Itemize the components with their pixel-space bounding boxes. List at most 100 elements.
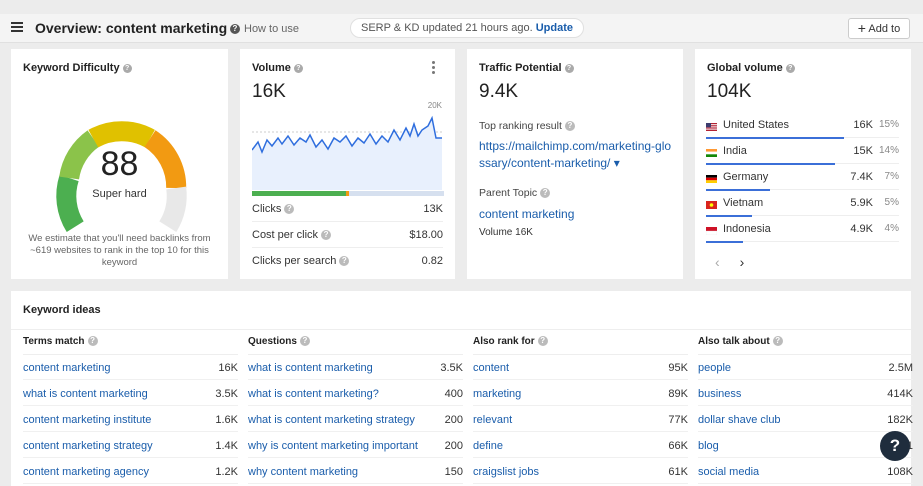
question-icon[interactable]: ?: [772, 336, 783, 347]
question-icon[interactable]: ?: [339, 256, 350, 267]
keyword-link[interactable]: what is content marketing: [23, 388, 148, 400]
keyword-link[interactable]: people: [698, 362, 732, 374]
top-result-url[interactable]: https://mailchimp.com/marketing-glossary…: [479, 139, 672, 170]
previous-page-button[interactable]: ‹: [715, 254, 720, 270]
country-volume: 4.9K: [850, 223, 873, 235]
list-item[interactable]: marketing 89K: [473, 380, 688, 406]
country-row-vietnam[interactable]: Vietnam 5.9K 5%: [706, 195, 899, 220]
keyword-volume: 1.4K: [215, 440, 238, 452]
list-item[interactable]: why is content marketing important 200: [248, 432, 463, 458]
list-item[interactable]: what is content marketing strategy 200: [248, 406, 463, 432]
keyword-volume: 1.2K: [215, 466, 238, 478]
keyword-link[interactable]: content marketing strategy: [23, 440, 153, 452]
parent-topic-link[interactable]: content marketing: [479, 207, 575, 221]
keyword-link[interactable]: what is content marketing: [248, 362, 373, 374]
help-chat-button[interactable]: ?: [880, 431, 910, 461]
parent-topic-volume: Volume 16K: [479, 227, 533, 238]
cpc-label: Cost per click: [252, 229, 319, 241]
keyword-link[interactable]: why is content marketing important: [248, 440, 418, 452]
country-row-germany[interactable]: Germany 7.4K 7%: [706, 169, 899, 194]
country-pager: ‹ ›: [715, 254, 760, 270]
keyword-link[interactable]: dollar shave club: [698, 414, 781, 426]
keyword-link[interactable]: blog: [698, 440, 719, 452]
question-icon[interactable]: ?: [293, 63, 303, 73]
list-item[interactable]: what is content marketing? 400: [248, 380, 463, 406]
question-icon[interactable]: ?: [564, 63, 574, 73]
keyword-volume: 16K: [218, 362, 238, 374]
keyword-volume: 95K: [668, 362, 688, 374]
keyword-link[interactable]: marketing: [473, 388, 522, 400]
divider: [252, 221, 443, 222]
keyword-link[interactable]: what is content marketing strategy: [248, 414, 415, 426]
keyword-link[interactable]: what is content marketing?: [248, 388, 379, 400]
question-icon[interactable]: ?: [299, 336, 310, 347]
column-header[interactable]: Terms match?: [23, 336, 98, 347]
column-header-label: Questions: [248, 336, 297, 347]
country-percent: 15%: [878, 119, 899, 130]
column-header[interactable]: Also rank for?: [473, 336, 548, 347]
list-item[interactable]: content marketing 16K: [23, 354, 238, 380]
keyword-link[interactable]: why content marketing: [248, 466, 359, 478]
more-options-icon[interactable]: [432, 61, 435, 76]
keyword-link[interactable]: define: [473, 440, 503, 452]
keyword-link[interactable]: content marketing: [23, 362, 111, 374]
column-header[interactable]: Questions?: [248, 336, 310, 347]
question-icon[interactable]: ?: [785, 63, 795, 73]
question-icon[interactable]: ?: [564, 121, 575, 132]
list-item[interactable]: content marketing agency 1.2K: [23, 458, 238, 484]
country-row-indonesia[interactable]: Indonesia 4.9K 4%: [706, 221, 899, 246]
keyword-link[interactable]: relevant: [473, 414, 513, 426]
question-icon[interactable]: ?: [321, 230, 332, 241]
list-item[interactable]: content marketing strategy 1.4K: [23, 432, 238, 458]
column-header-label: Terms match: [23, 336, 85, 347]
keyword-volume: 414K: [887, 388, 913, 400]
list-item[interactable]: what is content marketing 3.5K: [23, 380, 238, 406]
parent-topic-label-text: Parent Topic: [479, 187, 538, 199]
list-item[interactable]: dollar shave club 182K: [698, 406, 913, 432]
keyword-volume: 61K: [668, 466, 688, 478]
keyword-link[interactable]: content marketing institute: [23, 414, 152, 426]
country-volume: 7.4K: [850, 171, 873, 183]
cps-label: Clicks per search: [252, 255, 337, 267]
keyword-link[interactable]: social media: [698, 466, 760, 478]
question-icon[interactable]: ?: [537, 336, 548, 347]
global-value: 104K: [707, 81, 752, 102]
country-volume: 15K: [853, 145, 873, 157]
cpc-row: Cost per click? $18.00: [252, 229, 443, 241]
how-to-use-link[interactable]: ? How to use: [230, 23, 299, 35]
question-icon[interactable]: ?: [540, 188, 551, 199]
add-to-button[interactable]: + Add to: [848, 18, 910, 39]
next-page-button[interactable]: ›: [739, 254, 745, 270]
keyword-link[interactable]: content: [473, 362, 510, 374]
clicks-label: Clicks: [252, 203, 282, 215]
question-icon[interactable]: ?: [87, 336, 98, 347]
menu-icon[interactable]: [11, 22, 23, 32]
global-title: Global volume?: [707, 62, 795, 74]
list-item[interactable]: people 2.5M: [698, 354, 913, 380]
keyword-volume: 77K: [668, 414, 688, 426]
country-row-india[interactable]: India 15K 14%: [706, 143, 899, 168]
keyword-link[interactable]: business: [698, 388, 742, 400]
kd-value: 88: [100, 145, 139, 183]
list-item[interactable]: relevant 77K: [473, 406, 688, 432]
question-icon[interactable]: ?: [284, 204, 295, 215]
list-item[interactable]: content 95K: [473, 354, 688, 380]
keyword-link[interactable]: craigslist jobs: [473, 466, 540, 478]
keyword-volume: 182K: [887, 414, 913, 426]
country-row-us[interactable]: United States 16K 15%: [706, 117, 899, 142]
column-header[interactable]: Also talk about?: [698, 336, 783, 347]
list-item[interactable]: content marketing institute 1.6K: [23, 406, 238, 432]
kd-title-label: Keyword Difficulty: [23, 62, 120, 74]
list-item[interactable]: define 66K: [473, 432, 688, 458]
list-item[interactable]: social media 108K: [698, 458, 913, 484]
keyword-volume: 200: [444, 440, 463, 452]
keyword-link[interactable]: content marketing agency: [23, 466, 149, 478]
question-icon[interactable]: ?: [122, 63, 132, 73]
list-item[interactable]: what is content marketing 3.5K: [248, 354, 463, 380]
list-item[interactable]: business 414K: [698, 380, 913, 406]
update-link[interactable]: Update: [535, 22, 573, 34]
page-title: Overview: content marketing: [35, 20, 228, 36]
list-item[interactable]: craigslist jobs 61K: [473, 458, 688, 484]
list-item[interactable]: why content marketing 150: [248, 458, 463, 484]
country-percent: 7%: [884, 171, 899, 182]
